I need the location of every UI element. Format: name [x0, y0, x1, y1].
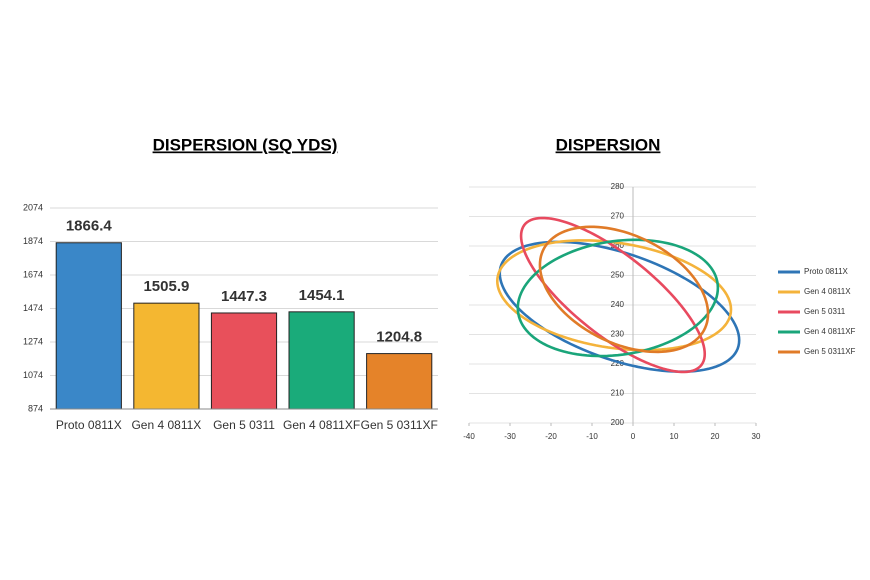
bar [133, 302, 200, 410]
value-label: 1866.4 [66, 218, 113, 235]
y-tick-label: 2074 [23, 202, 43, 212]
x-tick-label: 0 [631, 432, 636, 441]
legend-label: Gen 5 0311XF [804, 347, 856, 356]
x-tick-label: Gen 5 0311 [213, 418, 275, 432]
x-tick-label: Gen 5 0311XF [361, 418, 438, 432]
y-tick-label: 270 [611, 212, 625, 221]
y-tick-label: 210 [611, 389, 625, 398]
bar [55, 242, 122, 410]
y-tick-label: 1674 [23, 269, 43, 279]
y-tick-label: 874 [28, 403, 43, 413]
y-tick-label: 1274 [23, 336, 43, 346]
legend-label: Gen 4 0811X [804, 287, 851, 296]
ellipse [516, 238, 720, 358]
legend-label: Proto 0811X [804, 267, 849, 276]
x-tick-label: Gen 4 0811X [131, 418, 201, 432]
bar [366, 353, 433, 410]
x-tick-label: Gen 4 0811XF [283, 418, 360, 432]
value-label: 1447.3 [221, 288, 267, 305]
ellipse [538, 225, 710, 354]
bar [210, 312, 278, 410]
legend-label: Gen 5 0311 [804, 307, 846, 316]
y-tick-label: 240 [611, 300, 625, 309]
bar [288, 311, 355, 410]
x-tick-label: -10 [586, 432, 598, 441]
y-tick-label: 1074 [23, 370, 43, 380]
chart-title: DISPERSION [556, 135, 661, 154]
y-tick-label: 1874 [23, 236, 43, 246]
x-tick-label: -40 [463, 432, 475, 441]
y-tick-label: 250 [611, 271, 625, 280]
x-tick-label: 20 [711, 432, 720, 441]
x-tick-label: Proto 0811X [56, 418, 122, 432]
x-tick-label: 10 [670, 432, 679, 441]
x-tick-label: 30 [752, 432, 761, 441]
value-label: 1454.1 [299, 287, 345, 304]
y-tick-label: 1474 [23, 303, 43, 313]
ellipse [519, 216, 707, 374]
x-tick-label: -20 [545, 432, 557, 441]
x-tick-label: -30 [504, 432, 516, 441]
y-tick-label: 260 [611, 241, 625, 250]
y-tick-label: 280 [611, 182, 625, 191]
value-label: 1204.8 [376, 329, 422, 346]
legend-label: Gen 4 0811XF [804, 327, 856, 336]
y-tick-label: 230 [611, 330, 625, 339]
chart-title: DISPERSION (SQ YDS) [153, 135, 338, 154]
y-tick-label: 220 [611, 359, 625, 368]
y-tick-label: 200 [611, 418, 625, 427]
value-label: 1505.9 [143, 278, 189, 295]
